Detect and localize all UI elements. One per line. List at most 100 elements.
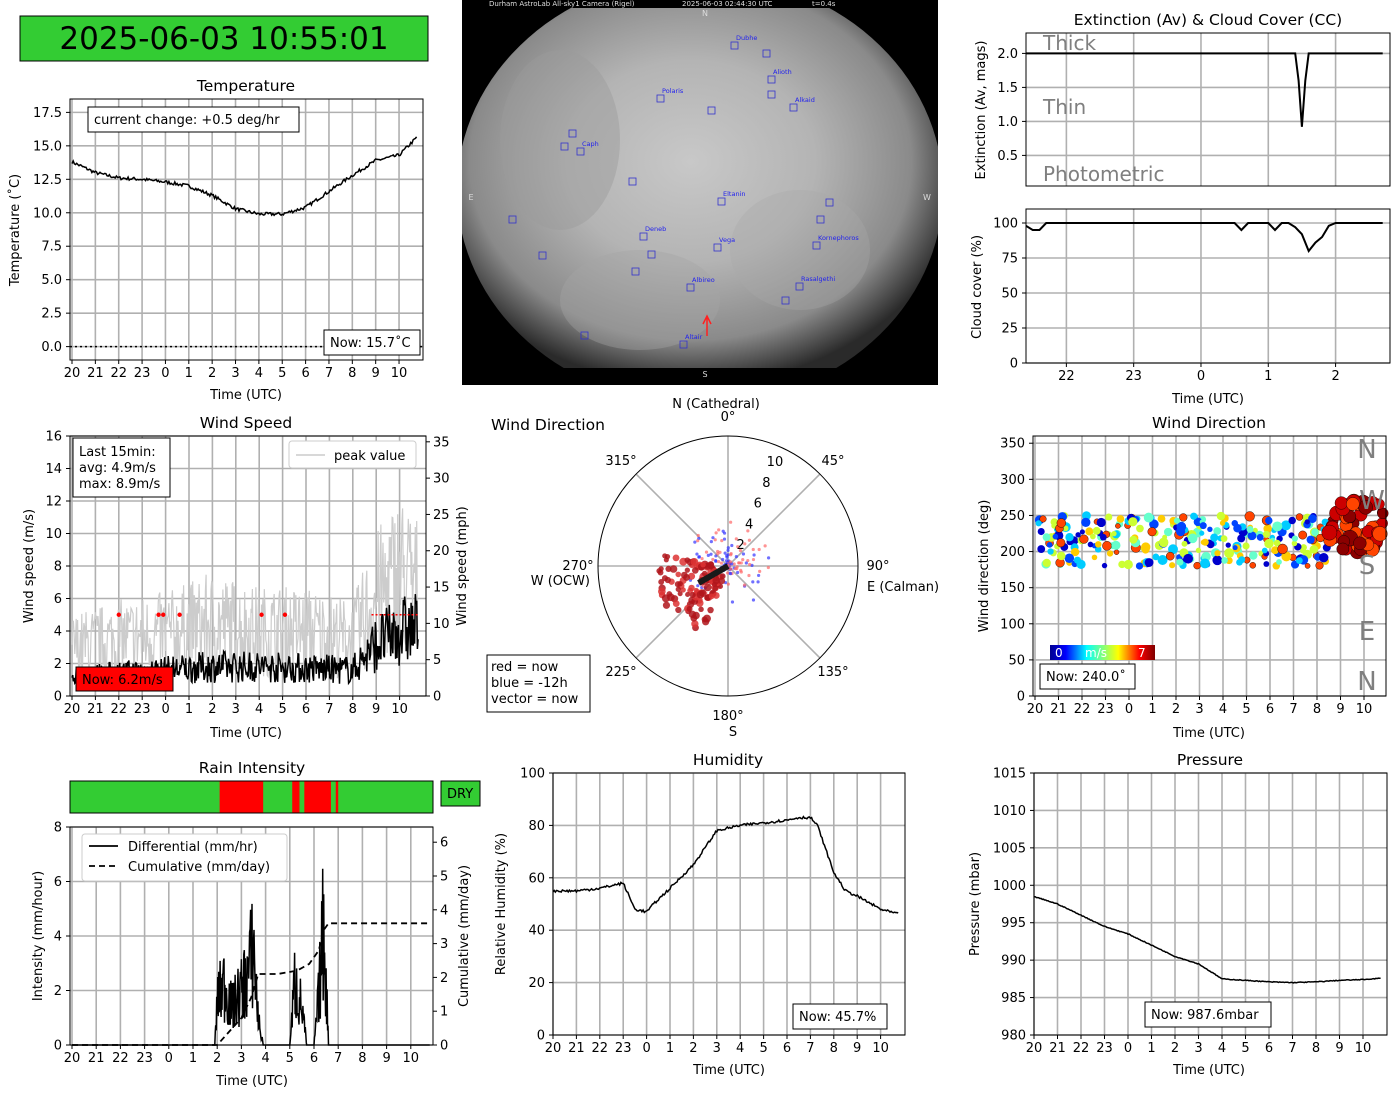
temp-xtick-label: 7 — [325, 366, 333, 381]
hum-xtick-label: 8 — [830, 1041, 838, 1056]
polar-point — [738, 548, 743, 553]
wind-dir-point — [1176, 558, 1184, 566]
wd-xtick-label: 5 — [1242, 702, 1250, 717]
wind-dir-point — [1291, 535, 1299, 542]
polar-wind-vector — [697, 563, 730, 586]
polar-point — [675, 606, 682, 614]
wind-dir-point — [1143, 512, 1154, 523]
pres-xtick-label: 5 — [1241, 1041, 1249, 1056]
star-label: Alkaid — [795, 96, 815, 104]
cloud-grid — [1026, 209, 1390, 364]
wind-dir-point — [1128, 517, 1138, 527]
pres-xtick-label: 20 — [1026, 1041, 1043, 1056]
wind-dir-point — [1073, 556, 1081, 564]
humidity-now: Now: 45.7% — [799, 1010, 876, 1025]
polar-angle-label: 225° — [605, 665, 636, 680]
star-label: Polaris — [662, 87, 684, 95]
pressure-ylabel: Pressure (mbar) — [968, 852, 983, 956]
hum-ytick-label: 40 — [528, 924, 545, 939]
rain-xtick-label: 4 — [261, 1051, 269, 1066]
rain-xtick-label: 1 — [189, 1051, 197, 1066]
rain-xtick-label: 20 — [64, 1051, 81, 1066]
hum-xtick-label: 6 — [783, 1041, 791, 1056]
wind-dir-point — [1300, 547, 1307, 554]
star-label: Albireo — [692, 276, 715, 284]
wind-now: Now: 6.2m/s — [82, 673, 163, 688]
wind-dir-point — [1091, 554, 1098, 561]
wind-dir-point — [1225, 542, 1231, 548]
star-marker — [767, 90, 776, 99]
ws-xtick-label: 5 — [278, 702, 286, 717]
hum-ytick-label: 100 — [520, 767, 545, 782]
temp-xtick-label: 20 — [64, 366, 81, 381]
polar-point — [691, 620, 699, 628]
wind-dir-colorbar-min: 0 — [1055, 646, 1063, 660]
hum-xtick-label: 9 — [853, 1041, 861, 1056]
polar-point — [695, 552, 699, 556]
ws-xtick-label: 20 — [64, 702, 81, 717]
temp-xtick-label: 4 — [255, 366, 263, 381]
polar-point — [741, 552, 746, 556]
wind-dir-point — [1193, 517, 1203, 527]
polar-point — [703, 583, 712, 592]
allsky-compass-w: W — [923, 193, 931, 202]
polar-point — [700, 561, 706, 568]
rain-xtick-label: 0 — [165, 1051, 173, 1066]
hum-ytick-label: 60 — [528, 871, 545, 886]
wd-ytick-label: 350 — [1000, 437, 1025, 452]
polar-angle-label: 45° — [821, 454, 844, 469]
rain-legend-cumulative: Cumulative (mm/day) — [128, 860, 270, 875]
polar-point — [726, 582, 730, 586]
wind-legend-label: peak value — [334, 449, 405, 464]
wind-dir-point — [1129, 535, 1138, 544]
polar-point — [687, 587, 694, 594]
extinction-level-thick: Thick — [1042, 31, 1096, 55]
polar-point — [709, 540, 713, 544]
extinction-frame — [1025, 32, 1391, 187]
wind-dir-point — [1136, 524, 1144, 533]
wind-dir-point — [1321, 524, 1338, 541]
rain-status: DRY — [447, 787, 473, 802]
wind-dir-point — [1246, 525, 1254, 533]
pres-ytick-label: 1015 — [993, 767, 1026, 782]
ws-y2tick-label: 0 — [433, 690, 441, 705]
wd-ytick-label: 100 — [1000, 617, 1025, 632]
wind-dir-cardinal-n-top: N — [1357, 435, 1376, 465]
wind-dir-point — [1157, 514, 1166, 523]
extinction-title: Extinction (Av) & Cloud Cover (CC) — [1074, 11, 1342, 29]
wind-dir-point — [1242, 542, 1250, 550]
star-marker — [717, 197, 726, 206]
polar-frame — [597, 435, 859, 697]
allsky-compass-e: E — [468, 193, 473, 202]
rain-bar-wet — [219, 781, 264, 813]
polar-point — [763, 544, 767, 548]
wd-xtick-label: 8 — [1313, 702, 1321, 717]
ws-ytick-label: 16 — [45, 430, 62, 445]
wind-dir-point — [1116, 515, 1125, 523]
humidity-xlabel: Time (UTC) — [692, 1063, 765, 1078]
extinction-level-photometric: Photometric — [1043, 162, 1164, 186]
wind-dir-xlabel: Time (UTC) — [1172, 726, 1245, 741]
ws-xtick-label: 7 — [325, 702, 333, 717]
temp-xtick-label: 0 — [161, 366, 169, 381]
cloud-frame — [1025, 208, 1391, 364]
cloud-xlabel: Time (UTC) — [1171, 392, 1244, 407]
wind-dir-point — [1213, 527, 1222, 535]
polar-point — [751, 557, 756, 562]
wind-dir-point — [1187, 533, 1198, 544]
wind-dir-point — [1265, 516, 1273, 525]
rain-legend-box — [81, 833, 288, 882]
hum-ytick-label: 20 — [528, 976, 545, 991]
wind-dir-point — [1035, 520, 1042, 527]
temp-xtick-label: 2 — [208, 366, 216, 381]
wind-dir-point — [1075, 532, 1081, 538]
polar-point — [732, 562, 736, 566]
polar-point — [689, 592, 696, 599]
wind-polar-west: W (OCW) — [531, 574, 590, 589]
pres-grid — [1033, 772, 1387, 1036]
polar-point — [711, 557, 715, 562]
temperature-now-box — [323, 329, 421, 356]
polar-point — [708, 593, 715, 600]
hum-xtick-label: 5 — [759, 1041, 767, 1056]
